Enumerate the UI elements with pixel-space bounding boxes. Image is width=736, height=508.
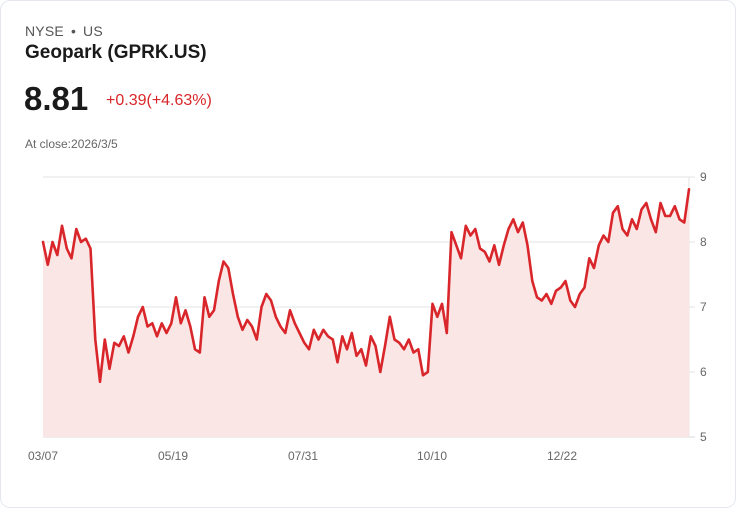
y-tick-label: 8 [700,235,707,249]
x-tick-label: 10/10 [416,449,448,463]
close-timestamp: At close:2026/3/5 [25,137,118,151]
y-tick-label: 9 [700,170,707,184]
x-tick-label: 07/31 [287,449,319,463]
stock-title: Geopark (GPRK.US) [25,42,207,63]
exchange-line: NYSE • US [25,23,103,39]
y-tick-label: 5 [700,430,707,444]
x-tick-label: 12/22 [546,449,578,463]
x-tick-label: 03/07 [27,449,59,463]
y-tick-label: 7 [700,300,707,314]
current-price: 8.81 [24,80,89,117]
separator-dot: • [70,23,77,39]
price-change: +0.39(+4.63%) [106,92,212,109]
region-label: US [83,23,103,39]
exchange-name: NYSE [25,23,64,39]
y-tick-label: 6 [700,365,707,379]
price-line[interactable] [41,188,691,384]
x-tick-label: 05/19 [157,449,189,463]
